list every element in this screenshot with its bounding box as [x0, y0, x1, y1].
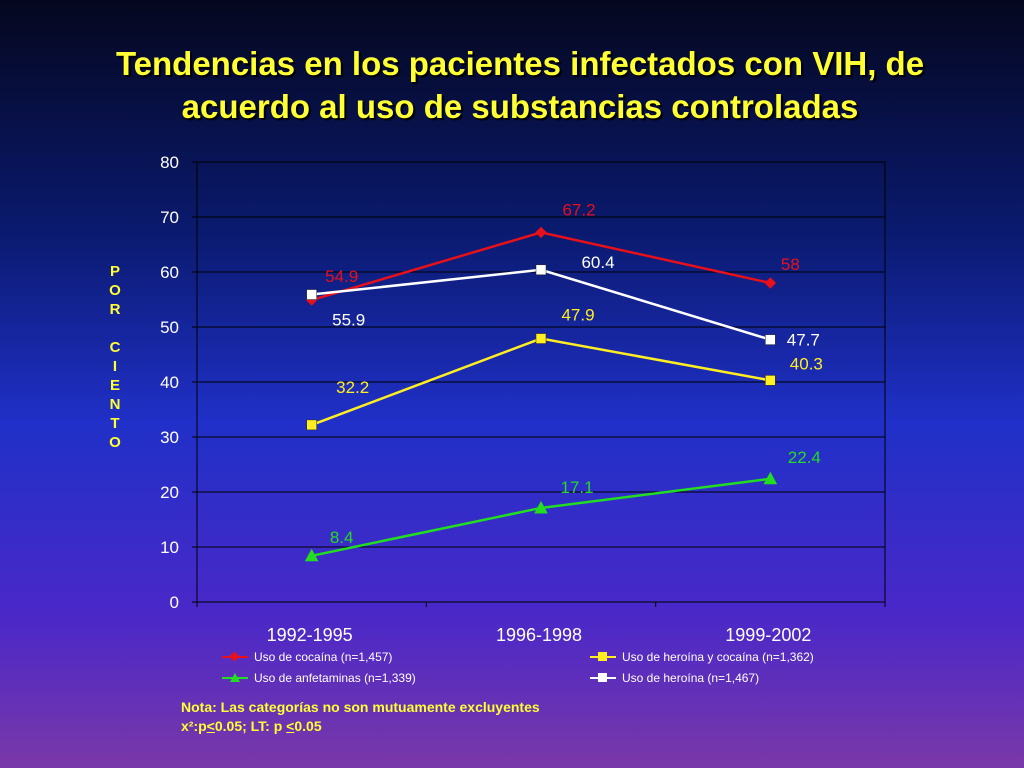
data-point — [304, 548, 319, 562]
footnote-mid: 0.05; LT: p — [214, 718, 287, 734]
y-axis-letter: T — [110, 415, 120, 432]
y-tick-label: 40 — [160, 373, 179, 392]
y-axis-letter: O — [109, 434, 121, 451]
y-tick-label: 20 — [160, 483, 179, 502]
data-label: 60.4 — [581, 253, 614, 272]
data-point — [765, 334, 776, 345]
y-axis-letter: O — [109, 282, 121, 299]
footnote: Nota: Las categorías no son mutuamente e… — [181, 698, 540, 736]
y-tick-label: 70 — [160, 208, 179, 227]
footnote-end: 0.05 — [294, 718, 322, 734]
y-axis-letter: I — [112, 358, 118, 375]
data-label: 47.9 — [561, 306, 594, 325]
x-tick-label: 1992-1995 — [267, 625, 353, 645]
data-point — [535, 333, 547, 344]
y-axis-letter: C — [109, 339, 121, 356]
y-tick-label: 30 — [160, 428, 179, 447]
legend-item: Uso de anfetaminas (n=1,339) — [222, 670, 416, 686]
data-label: 32.2 — [336, 378, 369, 397]
footnote-lt-2: < — [286, 718, 295, 734]
footnote-line-2: x²:p<0.05; LT: p <0.05 — [181, 717, 540, 736]
footnote-prefix: x²:p — [181, 718, 207, 734]
data-label: 58 — [781, 255, 800, 274]
y-axis-letter: N — [109, 396, 121, 413]
legend-swatch-marker — [229, 651, 240, 662]
data-label: 22.4 — [788, 448, 821, 467]
footnote-line-1: Nota: Las categorías no son mutuamente e… — [181, 699, 540, 715]
data-point — [765, 375, 776, 386]
legend-label: Uso de cocaína (n=1,457) — [254, 650, 393, 664]
series-line — [311, 477, 771, 558]
legend-label: Uso de heroína y cocaína (n=1,362) — [622, 650, 814, 664]
legend-item: Uso de heroína y cocaína (n=1,362) — [590, 649, 814, 665]
legend-swatch-marker — [598, 673, 607, 682]
chart-title: Tendencias en los pacientes infectados c… — [40, 42, 1000, 128]
legend-swatch — [222, 649, 252, 665]
data-point — [534, 500, 548, 514]
title-line-2: acuerdo al uso de substancias controlada… — [181, 88, 859, 125]
data-point — [535, 226, 547, 239]
y-tick-label: 10 — [160, 538, 179, 557]
y-tick-label: 0 — [170, 593, 179, 612]
data-label: 17.1 — [560, 478, 593, 497]
y-tick-label: 50 — [160, 318, 179, 337]
data-point — [763, 471, 778, 485]
data-point — [764, 277, 777, 289]
data-point — [306, 289, 317, 300]
x-tick-label: 1996-1998 — [496, 625, 582, 645]
data-label: 8.4 — [330, 528, 354, 547]
legend-label: Uso de anfetaminas (n=1,339) — [254, 671, 416, 685]
y-tick-label: 60 — [160, 263, 179, 282]
y-axis-letter: E — [109, 377, 120, 394]
legend-swatch — [590, 670, 620, 686]
legend-swatch-marker — [230, 673, 240, 682]
data-label: 40.3 — [790, 354, 823, 373]
data-label: 54.9 — [325, 267, 358, 286]
y-axis-label: P O R C I E N T O — [100, 262, 130, 452]
legend-item: Uso de heroína (n=1,467) — [590, 670, 759, 686]
data-label: 47.7 — [787, 331, 820, 350]
legend-item: Uso de cocaína (n=1,457) — [222, 649, 392, 665]
x-tick-label: 1999-2002 — [725, 625, 811, 645]
legend-swatch — [590, 649, 620, 665]
legend-label: Uso de heroína (n=1,467) — [622, 671, 760, 685]
data-point — [535, 264, 547, 276]
data-label: 67.2 — [562, 200, 595, 219]
legend-swatch — [222, 670, 252, 686]
y-axis-letter: P — [109, 263, 120, 280]
legend-swatch-marker — [598, 652, 607, 661]
y-axis-letter: R — [109, 301, 121, 318]
title-line-1: Tendencias en los pacientes infectados c… — [115, 45, 925, 82]
data-point — [306, 419, 317, 431]
y-tick-label: 80 — [160, 153, 179, 172]
data-label: 55.9 — [332, 311, 365, 330]
footnote-lt-1: < — [206, 718, 215, 734]
